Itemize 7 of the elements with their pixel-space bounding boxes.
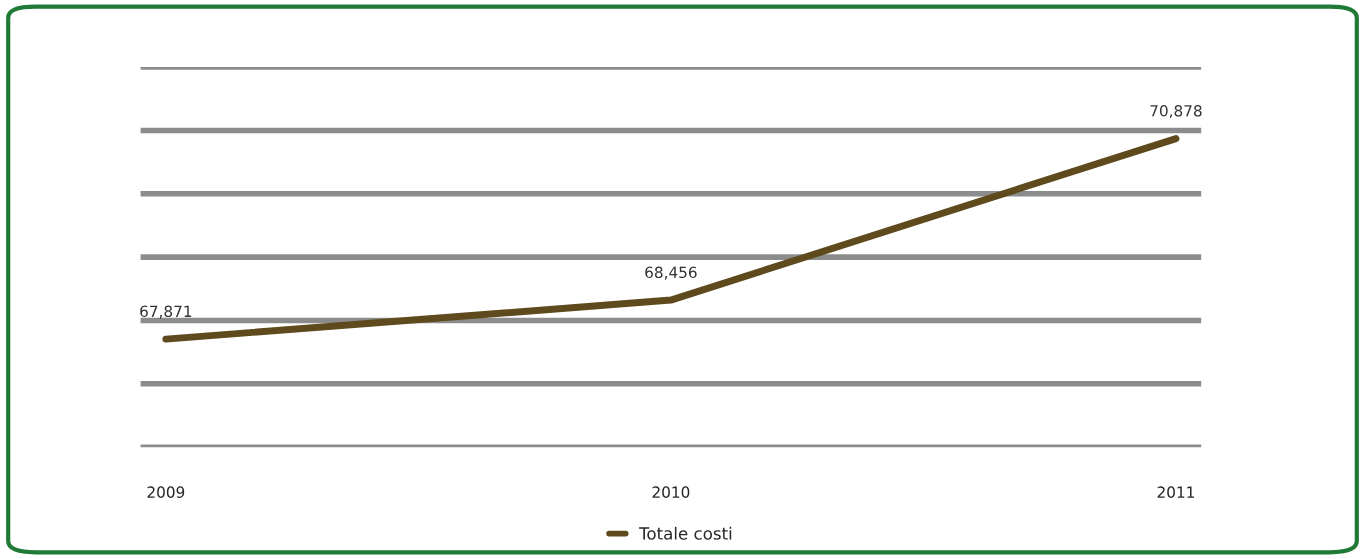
data-label: 67,871 (140, 305, 192, 319)
legend-label: Totale costi (639, 526, 732, 540)
data-label: 68,456 (645, 266, 697, 280)
x-tick-label: 2009 (147, 486, 185, 498)
x-tick-label: 2010 (652, 486, 690, 498)
data-label: 70,878 (1150, 105, 1202, 119)
x-tick-label: 2011 (1157, 486, 1194, 498)
